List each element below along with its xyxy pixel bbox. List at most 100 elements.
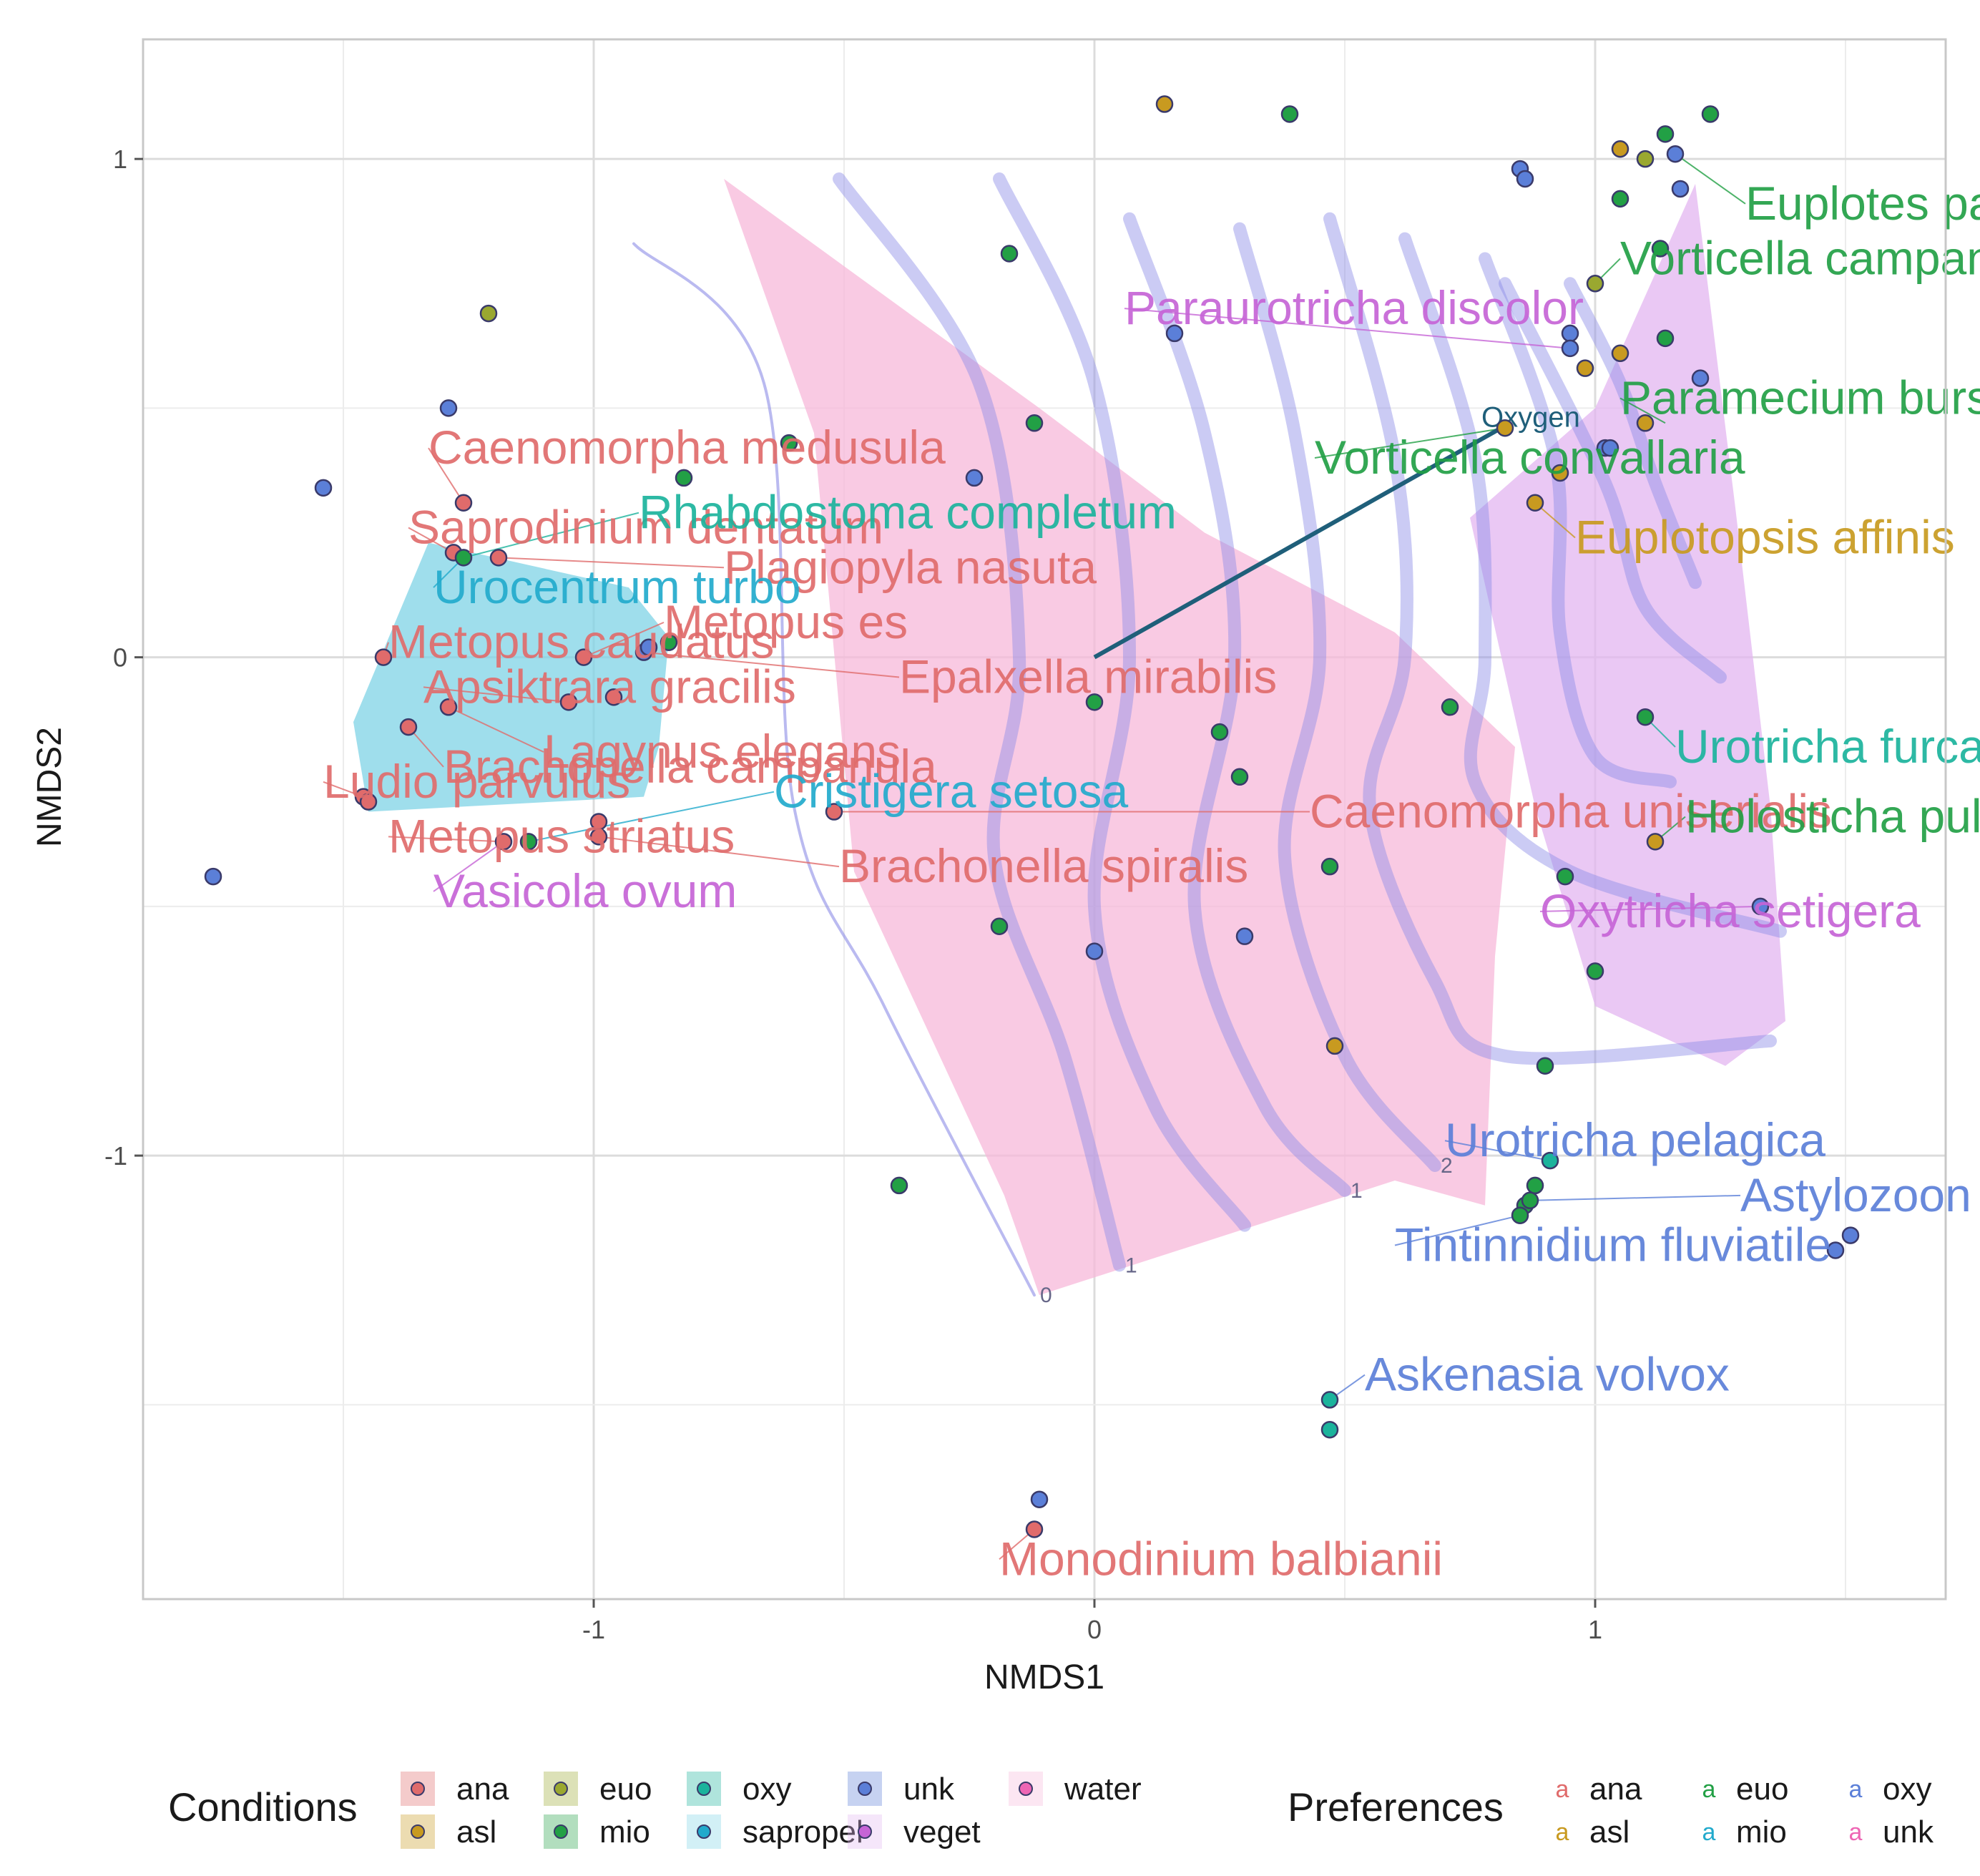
data-point xyxy=(1325,1037,1344,1055)
legend-key-point xyxy=(697,1782,711,1796)
axes: NMDS1 NMDS2 -1 0 1 -1 0 1 xyxy=(31,145,1602,1696)
data-point xyxy=(1611,140,1629,158)
data-point xyxy=(454,494,473,512)
oxygen-vector xyxy=(1093,421,1511,660)
legend-label-veget: veget xyxy=(903,1814,981,1850)
x-tick-label: 1 xyxy=(1588,1615,1602,1644)
legend-pref-label-mio: mio xyxy=(1736,1814,1787,1850)
data-point xyxy=(1516,170,1534,188)
label-connector xyxy=(498,557,725,569)
legend-pref-label-asl: asl xyxy=(1589,1814,1629,1850)
data-point xyxy=(1701,105,1720,123)
legend-label-asl: asl xyxy=(456,1814,496,1850)
species-label: Paramecium bursaria xyxy=(1620,371,1980,424)
data-point xyxy=(1521,1191,1539,1210)
species-label: Caenomorpha medusula xyxy=(428,421,946,474)
legend: Conditions Preferences ana asl euo mio oxy sa… xyxy=(168,1772,1934,1850)
data-point xyxy=(1320,857,1339,876)
contour-label: 2 xyxy=(1441,1154,1453,1178)
label-connector xyxy=(1619,397,1666,424)
species-label: Vorticella campanula xyxy=(1620,231,1980,284)
legend-key-point xyxy=(858,1782,872,1796)
data-point xyxy=(825,803,843,821)
data-point xyxy=(1646,833,1665,851)
legend-key-point xyxy=(554,1782,568,1796)
legend-label-ana: ana xyxy=(456,1772,509,1807)
data-point xyxy=(1671,180,1690,198)
legend-label-euo: euo xyxy=(599,1772,652,1807)
data-point xyxy=(439,698,458,716)
data-point xyxy=(204,867,222,886)
legend-title-preferences: Preferences xyxy=(1288,1784,1504,1829)
data-point xyxy=(1826,1241,1845,1259)
data-point xyxy=(1526,494,1544,512)
data-point xyxy=(1280,105,1299,123)
data-point xyxy=(1691,369,1710,387)
species-label: Urocentrum turbo xyxy=(433,560,801,613)
legend-label-oxy: oxy xyxy=(742,1772,791,1807)
species-label: Oxytricha setigera xyxy=(1540,884,1921,937)
legend-key-point xyxy=(1019,1782,1033,1796)
data-point xyxy=(1586,962,1604,980)
data-point xyxy=(574,648,593,666)
data-point xyxy=(1656,329,1675,348)
data-point xyxy=(604,688,623,706)
label-connector xyxy=(1124,308,1571,349)
data-point xyxy=(1025,1520,1044,1538)
label-connector xyxy=(1529,1194,1741,1201)
legend-pref-label-unk: unk xyxy=(1883,1814,1934,1850)
contour-line xyxy=(1233,222,1441,1173)
plot-panel: 0 1 1 2 Oxygen Euplotes patellaVorticella cam… xyxy=(142,38,1980,1601)
data-point xyxy=(314,479,333,497)
hull-sapropel xyxy=(353,542,669,812)
legend-key-point xyxy=(697,1824,711,1839)
label-connector xyxy=(1675,153,1746,205)
data-point xyxy=(1085,942,1104,960)
contour-line xyxy=(1398,232,1787,938)
x-tick-label: -1 xyxy=(582,1615,605,1644)
species-label: Euplotopsis affinis xyxy=(1575,510,1955,563)
data-point xyxy=(1556,867,1574,886)
data-point xyxy=(1636,150,1655,168)
data-point xyxy=(1085,693,1104,711)
contour-label: 1 xyxy=(1125,1254,1137,1277)
data-point xyxy=(1235,927,1254,945)
legend-pref-key: a xyxy=(1849,1776,1863,1803)
data-point xyxy=(990,917,1009,935)
label-connector xyxy=(598,836,840,868)
data-point xyxy=(660,633,678,651)
label-connector xyxy=(428,447,464,504)
species-label: Metopus es xyxy=(664,595,908,648)
species-label: Vasicola ovum xyxy=(433,864,737,917)
species-label: Caenomorpha uniserialis xyxy=(1310,785,1832,838)
data-point xyxy=(359,793,378,811)
data-point xyxy=(1526,1176,1544,1195)
data-point xyxy=(1611,344,1629,363)
species-label: Metopus striatus xyxy=(388,809,735,862)
data-point xyxy=(1576,359,1594,377)
data-point xyxy=(589,828,608,846)
legend-label-sapropel: sapropel xyxy=(742,1814,863,1850)
contour-line xyxy=(1479,252,1677,788)
species-label: Monodinium balbianii xyxy=(999,1532,1443,1585)
species-label: Tintinnidium fluviatile xyxy=(1395,1218,1831,1271)
species-label: Brachonella spiralis xyxy=(839,839,1248,892)
data-point xyxy=(1511,1206,1529,1224)
label-connector xyxy=(1314,427,1506,459)
y-axis-title: NMDS2 xyxy=(31,727,69,847)
data-point xyxy=(1551,464,1569,482)
label-connector xyxy=(448,706,544,753)
label-connector xyxy=(408,726,444,768)
species-label: Holosticha pullaster xyxy=(1685,790,1980,843)
label-connector xyxy=(1534,502,1576,539)
y-tick-label: 1 xyxy=(113,145,127,174)
label-connector xyxy=(1444,1140,1551,1162)
data-point xyxy=(479,304,498,323)
data-point xyxy=(454,549,473,567)
panel-border xyxy=(142,38,1947,1601)
data-point xyxy=(1496,419,1514,437)
species-label: Astylozoon faurei xyxy=(1740,1168,1980,1221)
data-point xyxy=(494,833,513,851)
contour-line xyxy=(833,172,1126,1272)
species-label: Epalxella mirabilis xyxy=(899,650,1277,703)
